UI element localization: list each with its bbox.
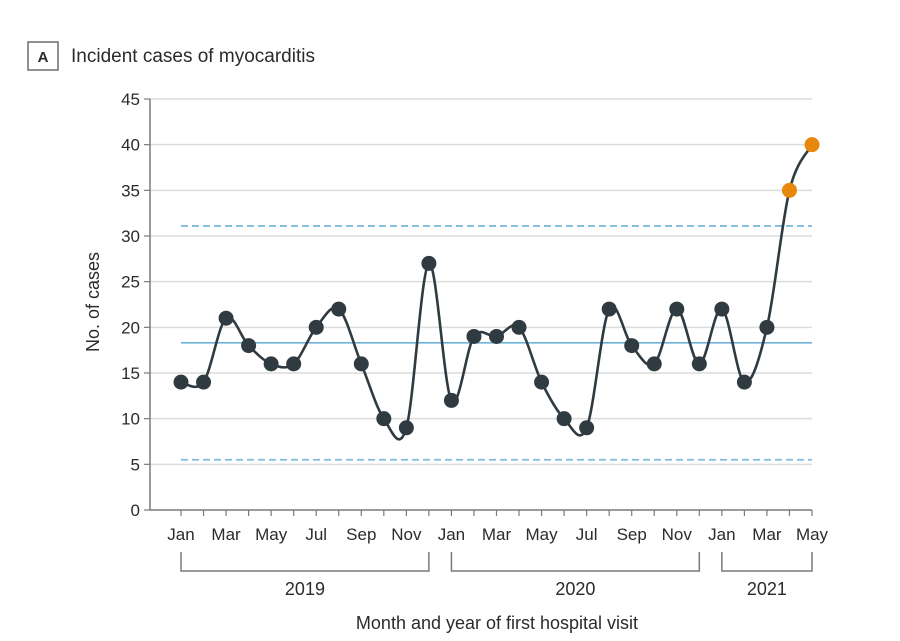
x-tick-label: May (255, 525, 288, 544)
data-point (489, 328, 504, 344)
year-bracket (180, 552, 430, 572)
y-tick-label: 10 (121, 410, 140, 429)
y-tick-labels: 0 5 10 15 20 25 30 35 40 45 (121, 90, 140, 520)
data-point (736, 374, 752, 390)
data-point (218, 310, 234, 326)
chart-title: Incident cases of myocarditis (71, 46, 315, 67)
y-tick-label: 35 (121, 181, 140, 200)
data-point (601, 301, 617, 317)
y-tick-label: 45 (121, 90, 140, 109)
x-tick-label: Nov (662, 525, 693, 544)
y-tick-label: 40 (121, 136, 140, 155)
y-tick-label: 5 (131, 455, 140, 474)
panel-letter-box (27, 41, 59, 71)
x-tick-label: Jul (305, 525, 327, 544)
panel-letter: A (38, 49, 49, 66)
x-tick-label: Mar (482, 525, 512, 544)
gridlines (150, 98, 812, 466)
x-tick-label: Sep (617, 525, 647, 544)
series (173, 137, 820, 441)
data-point (691, 356, 707, 372)
data-point (331, 301, 347, 317)
x-axis-title: Month and year of first hospital visit (356, 613, 638, 633)
data-point (759, 319, 775, 335)
data-point (376, 411, 392, 427)
data-point (624, 338, 640, 354)
x-tick-label: Jan (708, 525, 735, 544)
x-tick-label: Mar (211, 525, 241, 544)
year-label: 2020 (555, 579, 595, 599)
data-point (714, 301, 730, 317)
highlighted-data-point (781, 182, 797, 198)
data-point (669, 301, 685, 317)
data-point (443, 392, 459, 408)
data-point (263, 356, 279, 372)
series-line (179, 143, 814, 441)
x-tick-label: Sep (346, 525, 376, 544)
y-tick-label: 0 (131, 501, 140, 520)
data-point (196, 374, 212, 390)
data-point (308, 319, 324, 335)
data-point (241, 338, 257, 354)
y-tick-label: 25 (121, 273, 140, 292)
year-brackets: 2019 2020 2021 (180, 552, 813, 599)
x-tick-label: Jan (438, 525, 465, 544)
x-tick-label: May (526, 525, 559, 544)
year-label: 2021 (747, 579, 787, 599)
data-point (534, 374, 550, 390)
data-point (556, 411, 572, 427)
x-tick-label: Jan (167, 525, 194, 544)
data-point (646, 356, 662, 372)
axes (144, 98, 813, 516)
x-tick-label: Mar (752, 525, 782, 544)
data-point (286, 356, 302, 372)
data-point (579, 420, 595, 436)
data-point (353, 356, 369, 372)
y-tick-label: 30 (121, 227, 140, 246)
panel-header: A Incident cases of myocarditis (27, 41, 315, 71)
x-tick-label: Nov (391, 525, 422, 544)
x-tick-labels: Jan Mar May Jul Sep Nov Jan Mar May Jul Sep Nov Jan M… (167, 525, 828, 544)
data-point (398, 420, 414, 436)
data-point (511, 319, 527, 335)
data-point (173, 374, 189, 390)
x-tick-label: May (796, 525, 829, 544)
y-tick-label: 15 (121, 364, 140, 383)
year-bracket (721, 552, 813, 572)
x-tick-label: Jul (576, 525, 598, 544)
data-point (421, 255, 437, 271)
year-bracket (450, 552, 701, 572)
data-point (466, 328, 482, 344)
y-tick-label: 20 (121, 318, 140, 337)
highlighted-data-point (804, 137, 820, 153)
y-axis-title: No. of cases (83, 252, 103, 352)
year-label: 2019 (285, 579, 325, 599)
